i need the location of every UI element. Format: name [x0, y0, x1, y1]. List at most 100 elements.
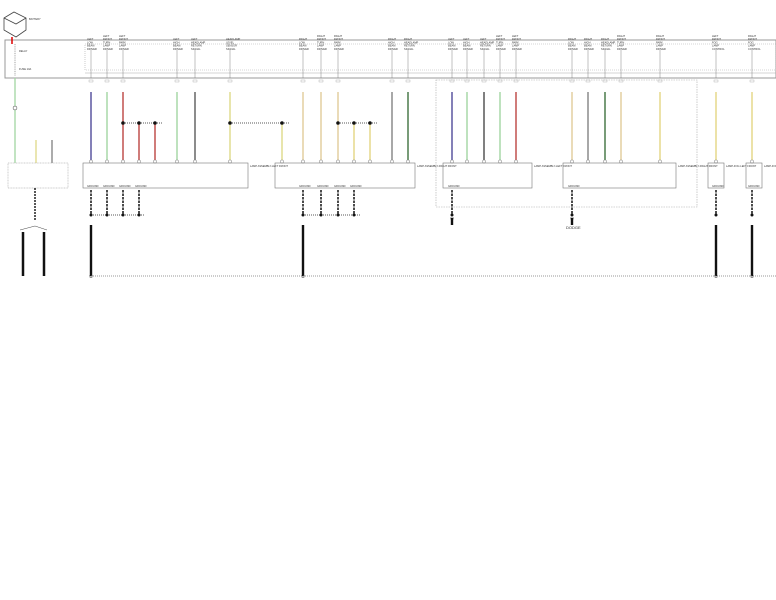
ground-icon [450, 217, 454, 220]
ground-label: GROUND [448, 184, 460, 188]
circuit-label: HEADLAMP [404, 40, 419, 44]
terminal [193, 159, 197, 164]
terminal [105, 159, 109, 164]
circuit-label: LAMP [334, 44, 341, 48]
circuit-label: LOW [299, 40, 305, 44]
ground-label: GROUND [103, 184, 115, 188]
circuit-label: RIGHT [388, 37, 396, 41]
circuit-label: DRIVER [334, 47, 344, 51]
connector-pin [318, 79, 324, 83]
connector-pin [192, 79, 198, 83]
connector-pin [335, 79, 341, 83]
circuit-label: LEFT [191, 37, 198, 41]
terminal [153, 159, 157, 164]
circuit-label: RIGHT [617, 34, 625, 38]
circuit-label: PARK [656, 40, 663, 44]
circuit-label: TURN [103, 40, 110, 44]
component-box [82, 162, 249, 189]
terminal [390, 159, 394, 164]
ground-icon [570, 217, 574, 220]
ground-label: GROUND [712, 184, 724, 188]
circuit-label: HEADLAMP [191, 40, 206, 44]
splice-dot [228, 121, 232, 125]
circuit-label: PARK [334, 40, 341, 44]
component-label: LAMP-FOG LEFT FRONT [726, 164, 757, 168]
circuit-label: DRIVER [568, 47, 578, 51]
circuit-label: FRONT [656, 37, 665, 41]
circuit-label: BEAM [584, 44, 591, 48]
component-label: LAMP ASSEMBLY-LEFT FRONT [534, 164, 572, 168]
connector-pin [713, 79, 719, 83]
terminal [301, 159, 305, 164]
circuit-label: BEAM [173, 44, 180, 48]
circuit-label: LOW [448, 40, 454, 44]
ground-splice [570, 213, 574, 217]
circuit-label: RIGHT [334, 34, 342, 38]
circuit-label: RIGHT [317, 34, 325, 38]
circuit-label: LAMP [119, 44, 126, 48]
circuit-label: LEFT [463, 37, 470, 41]
ground-label: GROUND [568, 184, 580, 188]
terminal [336, 159, 340, 164]
circuit-label: BEAM [448, 44, 455, 48]
circuit-label: SIGNAL [480, 47, 490, 51]
terminal [465, 159, 469, 164]
circuit-label: RIGHT [404, 37, 412, 41]
ground-label: GROUND [748, 184, 760, 188]
circuit-label: TURN [496, 40, 503, 44]
component-box [274, 162, 416, 189]
circuit-label: DRIVER [299, 47, 309, 51]
circuit-label: LEFT [103, 34, 110, 38]
ground-label: GROUND [334, 184, 346, 188]
circuit-label: DRIVER [496, 47, 506, 51]
circuit-label: SENSOR [226, 44, 237, 48]
component-label: LAMP-FOG RIGHT FRONT [764, 164, 776, 168]
circuit-label: LAMP [103, 44, 110, 48]
splice-dot [280, 121, 284, 125]
circuit-label: PARK [119, 40, 126, 44]
connector-pin [88, 79, 94, 83]
relay-label: RELAY [19, 49, 28, 53]
circuit-label: LOW [87, 40, 93, 44]
circuit-label: DRIVER [463, 47, 473, 51]
circuit-label: LEFT [480, 37, 487, 41]
circuit-label: PARK [512, 40, 519, 44]
circuit-label: BEAM [463, 44, 470, 48]
circuit-label: CONTROL [712, 47, 725, 51]
circuit-label: FRONT [496, 37, 505, 41]
ground-label: GROUND [119, 184, 131, 188]
circuit-label: HIGH [584, 40, 591, 44]
terminal [406, 159, 410, 164]
splice-dot [336, 121, 340, 125]
circuit-label: SIGNAL [226, 47, 236, 51]
component-label: LAMP ASSEMBLY-LEFT FRONT [250, 164, 288, 168]
terminal [586, 159, 590, 164]
circuit-label: FRONT [103, 37, 112, 41]
connector-pin [120, 79, 126, 83]
circuit-label: FRONT [748, 37, 757, 41]
component-label: LAMP ASSEMBLY-RIGHT FRONT [417, 164, 457, 168]
terminal [514, 159, 518, 164]
circuit-label: RETURN [191, 44, 202, 48]
battery-label: BATTERY [29, 17, 41, 21]
circuit-label: HIGH [388, 40, 395, 44]
circuit-label: RIGHT [568, 37, 576, 41]
terminal [280, 159, 284, 164]
ground-splice [750, 213, 754, 217]
connector-pin [227, 79, 233, 83]
circuit-label: LAMP [712, 44, 719, 48]
circuit-label: RIGHT [748, 34, 756, 38]
circuit-label: LEVEL [226, 40, 235, 44]
ground-label: GROUND [350, 184, 362, 188]
circuit-label: SIGNAL [191, 47, 201, 51]
circuit-label: FRONT [617, 37, 626, 41]
circuit-label: RIGHT [584, 37, 592, 41]
left-switch-branch [7, 78, 69, 276]
splice-dot [121, 121, 125, 125]
circuit-label: LEFT [119, 34, 126, 38]
connector-pin [585, 79, 591, 83]
connector-pin [300, 79, 306, 83]
circuit-label: FRONT [119, 37, 128, 41]
terminal [368, 159, 372, 164]
